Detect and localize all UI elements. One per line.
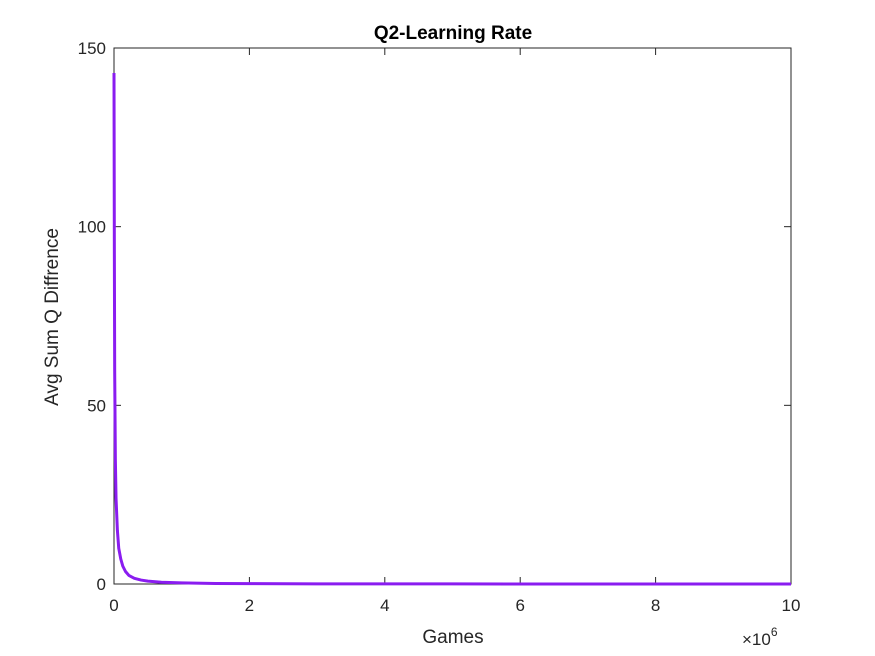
series-layer xyxy=(112,73,791,586)
y-tick-label: 100 xyxy=(78,218,106,237)
x-exponent-base: ×10 xyxy=(742,630,771,649)
y-axis-label: Avg Sum Q Diffrence xyxy=(42,228,63,406)
y-tick-label: 0 xyxy=(97,575,106,594)
plot-frame xyxy=(113,47,792,585)
x-axis-label: Games xyxy=(422,627,483,648)
x-axis-ticks: 0 2 4 6 8 10 xyxy=(109,48,800,615)
series-line xyxy=(112,73,791,586)
x-tick-label: 10 xyxy=(782,596,801,615)
x-tick-label: 0 xyxy=(109,596,118,615)
y-tick-label: 150 xyxy=(78,39,106,58)
x-tick-label: 2 xyxy=(245,596,254,615)
chart-title: Q2-Learning Rate xyxy=(374,23,532,44)
x-tick-label: 8 xyxy=(651,596,660,615)
x-tick-label: 6 xyxy=(515,596,524,615)
x-exponent-power: 6 xyxy=(771,625,778,639)
x-axis-exponent: ×106 xyxy=(742,625,778,649)
x-tick-label: 4 xyxy=(380,596,389,615)
y-tick-label: 50 xyxy=(87,396,106,415)
y-axis-ticks: 0 50 100 150 xyxy=(78,39,791,594)
plot-area: 0 2 4 6 8 10 0 50 100 150 xyxy=(78,39,801,615)
